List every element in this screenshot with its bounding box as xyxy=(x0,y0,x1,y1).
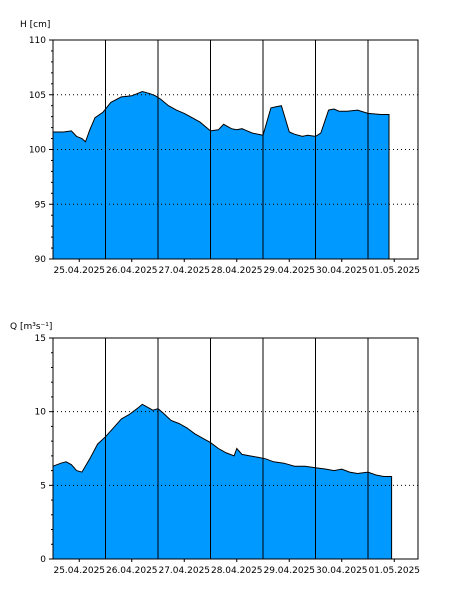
x-tick-label: 25.04.2025 xyxy=(53,266,105,276)
y-tick-label: 95 xyxy=(35,200,46,210)
y-tick-label: 105 xyxy=(29,91,46,101)
y-tick-label: 5 xyxy=(40,481,46,491)
x-tick-label: 27.04.2025 xyxy=(158,266,210,276)
y-tick-label: 100 xyxy=(29,146,46,156)
x-tick-label: 25.04.2025 xyxy=(53,566,105,576)
y-tick-label: 0 xyxy=(40,555,46,565)
y-axis-label-q: Q [m³s⁻¹] xyxy=(10,322,52,332)
x-tick-label: 29.04.2025 xyxy=(263,566,315,576)
x-tick-label: 27.04.2025 xyxy=(158,566,210,576)
y-axis-label-h: H [cm] xyxy=(20,20,50,30)
x-tick-label: 28.04.2025 xyxy=(211,566,263,576)
x-tick-label: 01.05.2025 xyxy=(368,266,420,276)
plot-frame-q xyxy=(52,337,419,560)
y-axis-h: 90 95 100 105 110 xyxy=(29,36,53,265)
x-axis-q: 25.04.2025 26.04.2025 27.04.2025 28.04.2025… xyxy=(53,559,420,576)
chart-water-level: 90 95 100 105 110 25.04.2025 26.04.2025 27.04.… xyxy=(20,20,420,276)
x-tick-label: 26.04.2025 xyxy=(106,566,158,576)
y-axis-q: 0 5 10 15 xyxy=(35,334,53,565)
x-tick-label: 30.04.2025 xyxy=(316,266,368,276)
x-axis-h: 25.04.2025 26.04.2025 27.04.2025 28.04.2025… xyxy=(53,259,420,276)
y-tick-label: 90 xyxy=(35,255,47,265)
y-tick-label: 10 xyxy=(35,408,47,418)
y-tick-label: 110 xyxy=(29,36,46,46)
grid-q xyxy=(53,338,418,559)
x-tick-label: 26.04.2025 xyxy=(106,266,158,276)
grid-h xyxy=(53,40,418,259)
x-tick-label: 29.04.2025 xyxy=(263,266,315,276)
x-tick-label: 01.05.2025 xyxy=(368,566,420,576)
x-tick-label: 30.04.2025 xyxy=(316,566,368,576)
area-series-h xyxy=(52,90,390,260)
x-tick-label: 28.04.2025 xyxy=(211,266,263,276)
chart-discharge: 0 5 10 15 25.04.2025 26.04.2025 27.04.2025 28.… xyxy=(10,322,420,576)
y-tick-label: 15 xyxy=(35,334,46,344)
